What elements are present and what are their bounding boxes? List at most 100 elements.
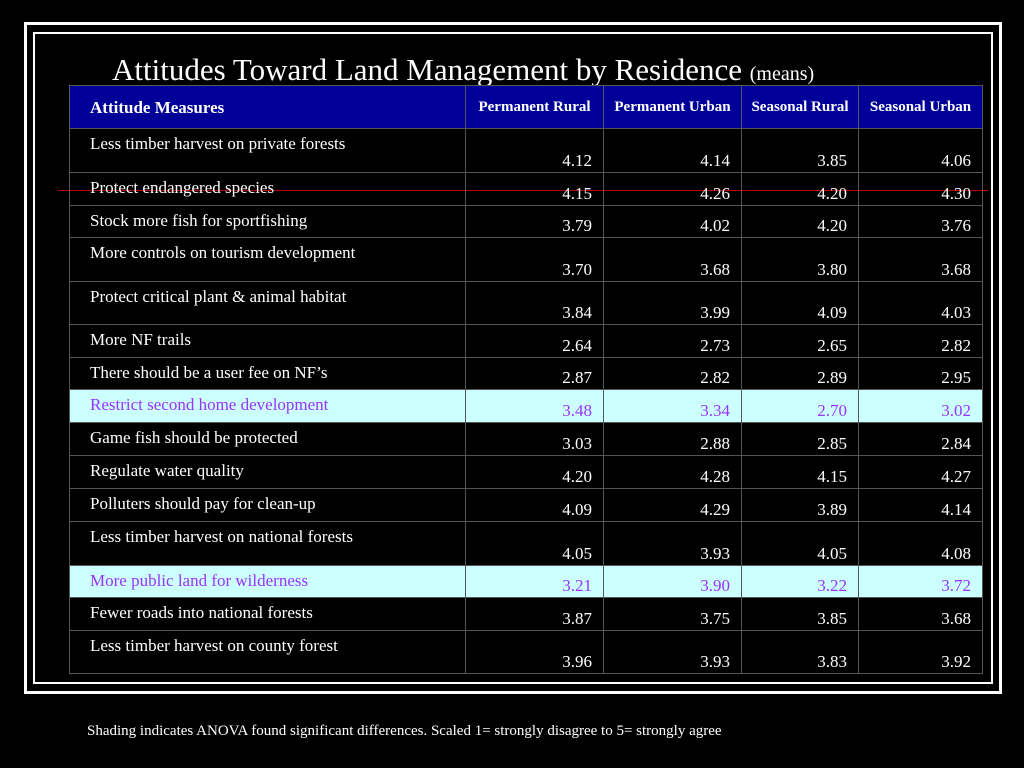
table-row: Protect endangered species 4.15 4.26 4.2…	[69, 172, 983, 206]
table-row: Stock more fish for sportfishing 3.79 4.…	[69, 205, 983, 238]
slide-title: Attitudes Toward Land Management by Resi…	[112, 50, 912, 94]
cell-seasonal-rural: 2.85	[741, 422, 859, 456]
cell-seasonal-rural: 3.89	[741, 488, 859, 522]
row-label: There should be a user fee on NF’s	[69, 357, 466, 390]
title-main: Attitudes Toward Land Management by Resi…	[112, 52, 743, 87]
cell-permanent-rural: 4.20	[465, 455, 604, 489]
title-suffix: (means)	[749, 63, 815, 85]
cell-permanent-urban: 3.99	[603, 281, 742, 325]
attitude-table: Attitude Measures Permanent Rural Perman…	[69, 85, 983, 674]
cell-seasonal-rural: 4.09	[741, 281, 859, 325]
cell-seasonal-urban: 2.82	[858, 324, 983, 358]
table-row: Less timber harvest on county forest 3.9…	[69, 630, 983, 674]
table-row: Fewer roads into national forests 3.87 3…	[69, 597, 983, 631]
cell-permanent-urban: 4.14	[603, 128, 742, 173]
cell-permanent-rural: 3.87	[465, 597, 604, 631]
row-label: More NF trails	[69, 324, 466, 358]
cell-permanent-rural: 2.87	[465, 357, 604, 390]
cell-permanent-rural: 3.79	[465, 205, 604, 238]
header-seasonal-urban: Seasonal Urban	[858, 85, 983, 129]
cell-permanent-rural: 4.12	[465, 128, 604, 173]
table-row: Less timber harvest on national forests …	[69, 521, 983, 566]
cell-seasonal-urban: 4.30	[858, 172, 983, 206]
cell-permanent-urban: 4.26	[603, 172, 742, 206]
cell-permanent-urban: 3.93	[603, 521, 742, 566]
cell-seasonal-urban: 3.68	[858, 597, 983, 631]
cell-permanent-urban: 3.75	[603, 597, 742, 631]
cell-permanent-rural: 3.03	[465, 422, 604, 456]
outer-frame	[24, 22, 1002, 694]
row-label: More public land for wilderness	[69, 565, 466, 598]
table-row: More controls on tourism development 3.7…	[69, 237, 983, 282]
table-row: There should be a user fee on NF’s 2.87 …	[69, 357, 983, 390]
row-label: Less timber harvest on county forest	[69, 630, 466, 674]
row-label: Polluters should pay for clean-up	[69, 488, 466, 522]
cell-seasonal-urban: 3.72	[858, 565, 983, 598]
row-label: More controls on tourism development	[69, 237, 466, 282]
table-row: More NF trails 2.64 2.73 2.65 2.82	[69, 324, 983, 358]
cell-seasonal-urban: 2.84	[858, 422, 983, 456]
cell-seasonal-rural: 4.05	[741, 521, 859, 566]
header-permanent-rural: Permanent Rural	[465, 85, 604, 129]
header-permanent-urban: Permanent Urban	[603, 85, 742, 129]
row-label: Less timber harvest on national forests	[69, 521, 466, 566]
cell-permanent-rural: 3.21	[465, 565, 604, 598]
row-label: Protect endangered species	[69, 172, 466, 206]
cell-seasonal-rural: 2.89	[741, 357, 859, 390]
cell-seasonal-urban: 4.03	[858, 281, 983, 325]
cell-permanent-rural: 3.70	[465, 237, 604, 282]
header-attitude-measures: Attitude Measures	[69, 85, 466, 129]
table-row-shaded: Restrict second home development 3.48 3.…	[69, 389, 983, 423]
cell-permanent-rural: 4.15	[465, 172, 604, 206]
table-row: Game fish should be protected 3.03 2.88 …	[69, 422, 983, 456]
cell-seasonal-urban: 3.02	[858, 389, 983, 423]
table-row: Less timber harvest on private forests 4…	[69, 128, 983, 173]
cell-permanent-urban: 2.88	[603, 422, 742, 456]
footnote: Shading indicates ANOVA found significan…	[87, 723, 722, 739]
row-label: Protect critical plant & animal habitat	[69, 281, 466, 325]
row-label: Fewer roads into national forests	[69, 597, 466, 631]
row-label: Less timber harvest on private forests	[69, 128, 466, 173]
cell-seasonal-rural: 2.70	[741, 389, 859, 423]
cell-permanent-urban: 2.73	[603, 324, 742, 358]
table-row: Polluters should pay for clean-up 4.09 4…	[69, 488, 983, 522]
cell-seasonal-urban: 2.95	[858, 357, 983, 390]
cell-seasonal-rural: 3.22	[741, 565, 859, 598]
row-label: Regulate water quality	[69, 455, 466, 489]
cell-seasonal-urban: 4.14	[858, 488, 983, 522]
cell-seasonal-rural: 3.85	[741, 128, 859, 173]
cell-seasonal-urban: 4.06	[858, 128, 983, 173]
table-header-row: Attitude Measures Permanent Rural Perman…	[69, 85, 983, 129]
cell-seasonal-urban: 3.68	[858, 237, 983, 282]
header-seasonal-rural: Seasonal Rural	[741, 85, 859, 129]
cell-permanent-rural: 3.96	[465, 630, 604, 674]
cell-seasonal-urban: 3.76	[858, 205, 983, 238]
row-label: Game fish should be protected	[69, 422, 466, 456]
cell-seasonal-rural: 3.85	[741, 597, 859, 631]
cell-seasonal-urban: 4.27	[858, 455, 983, 489]
cell-seasonal-rural: 3.80	[741, 237, 859, 282]
cell-permanent-urban: 4.29	[603, 488, 742, 522]
cell-seasonal-rural: 4.20	[741, 172, 859, 206]
cell-permanent-rural: 3.84	[465, 281, 604, 325]
cell-permanent-rural: 3.48	[465, 389, 604, 423]
row-label: Restrict second home development	[69, 389, 466, 423]
cell-permanent-urban: 3.34	[603, 389, 742, 423]
table-row-shaded: More public land for wilderness 3.21 3.9…	[69, 565, 983, 598]
cell-permanent-urban: 2.82	[603, 357, 742, 390]
cell-seasonal-rural: 4.20	[741, 205, 859, 238]
cell-permanent-urban: 3.93	[603, 630, 742, 674]
table-row: Regulate water quality 4.20 4.28 4.15 4.…	[69, 455, 983, 489]
cell-permanent-urban: 3.68	[603, 237, 742, 282]
cell-permanent-urban: 4.28	[603, 455, 742, 489]
cell-permanent-urban: 3.90	[603, 565, 742, 598]
cell-seasonal-rural: 3.83	[741, 630, 859, 674]
cell-permanent-rural: 4.05	[465, 521, 604, 566]
cell-permanent-rural: 2.64	[465, 324, 604, 358]
cell-seasonal-rural: 2.65	[741, 324, 859, 358]
cell-permanent-rural: 4.09	[465, 488, 604, 522]
cell-seasonal-urban: 3.92	[858, 630, 983, 674]
row-label: Stock more fish for sportfishing	[69, 205, 466, 238]
table-row: Protect critical plant & animal habitat …	[69, 281, 983, 325]
inner-frame	[33, 32, 993, 684]
